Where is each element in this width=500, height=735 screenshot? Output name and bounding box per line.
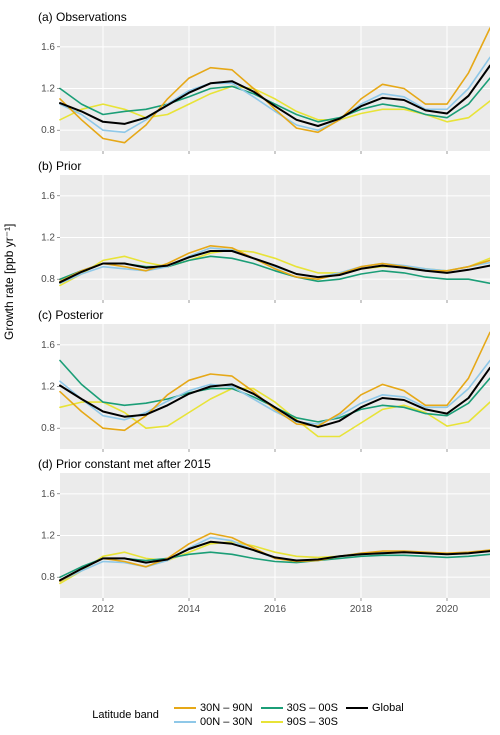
legend-item: Global [346,701,404,715]
panel: (d) Prior constant met after 2015 0.8 1.2 1… [34,457,490,618]
panel: (c) Posterior 0.8 1.2 1.6 [34,308,490,455]
y-tick-label: 1.6 [41,42,55,53]
panel-stack: (a) Observations 0.8 1.2 1.6 (b) Prior 0.8 1.2… [34,8,490,618]
plot-svg: 0.8 1.2 1.6 [34,175,490,304]
legend-item: 30N – 90N [174,701,253,715]
x-tick-label: 2020 [436,604,459,615]
panel: (a) Observations 0.8 1.2 1.6 [34,10,490,157]
y-tick-label: 1.2 [41,531,55,542]
y-tick-label: 1.2 [41,382,55,393]
legend-swatch [261,707,283,709]
y-axis-label: Growth rate [ppb yr⁻¹] [2,224,16,340]
panel-title: (a) Observations [38,10,490,24]
y-tick-label: 0.8 [41,423,55,434]
y-tick-label: 1.2 [41,84,55,95]
panel-title: (c) Posterior [38,308,490,322]
x-tick-label: 2014 [178,604,201,615]
y-tick-label: 0.8 [41,572,55,583]
panel-title: (b) Prior [38,159,490,173]
y-tick-label: 1.6 [41,340,55,351]
legend-label: 90S – 30S [287,716,338,728]
x-tick-label: 2018 [350,604,373,615]
legend-item: 90S – 30S [261,715,338,729]
x-tick-label: 2016 [264,604,287,615]
plot-svg: 0.8 1.2 1.6 [34,26,490,155]
plot-svg: 0.8 1.2 1.6 [34,324,490,453]
y-tick-label: 0.8 [41,274,55,285]
legend: Latitude band 30N – 90N 00N – 30N 30S – 00… [0,701,500,729]
legend-title: Latitude band [92,709,159,721]
figure: Growth rate [ppb yr⁻¹] (a) Observations 0… [0,0,500,735]
legend-swatch [174,721,196,723]
y-tick-label: 1.2 [41,233,55,244]
legend-label: 30N – 90N [200,702,253,714]
legend-items: 30N – 90N 00N – 30N 30S – 00S 90S – 30S Glob… [170,701,408,729]
legend-item: 30S – 00S [261,701,338,715]
legend-swatch [174,707,196,709]
legend-item: 00N – 30N [174,715,253,729]
y-tick-label: 1.6 [41,489,55,500]
legend-label: 30S – 00S [287,702,338,714]
x-tick-label: 2012 [92,604,115,615]
legend-swatch [346,707,368,709]
legend-label: 00N – 30N [200,716,253,728]
legend-label: Global [372,702,404,714]
y-tick-label: 0.8 [41,125,55,136]
legend-swatch [261,721,283,723]
panel: (b) Prior 0.8 1.2 1.6 [34,159,490,306]
panel-title: (d) Prior constant met after 2015 [38,457,490,471]
plot-svg: 0.8 1.2 1.6 2012 2014 2016 2018 2020 [34,473,490,616]
y-tick-label: 1.6 [41,191,55,202]
